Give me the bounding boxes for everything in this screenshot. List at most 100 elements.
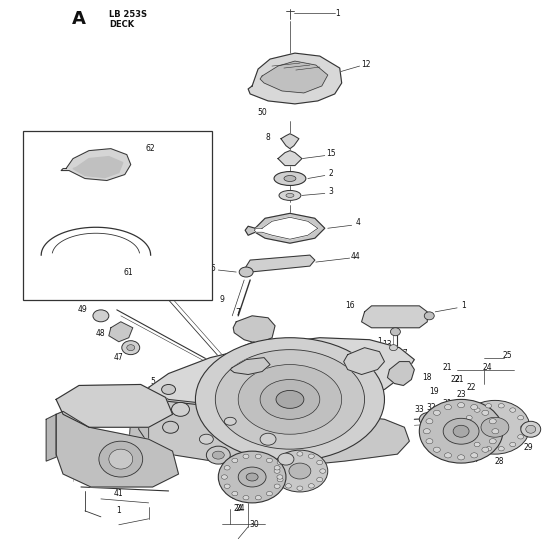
Ellipse shape [486, 404, 492, 408]
Ellipse shape [224, 417, 236, 425]
Text: 1: 1 [252, 420, 256, 429]
Text: 24: 24 [234, 505, 243, 514]
Ellipse shape [466, 435, 472, 439]
Ellipse shape [272, 450, 328, 492]
Ellipse shape [286, 454, 291, 459]
Ellipse shape [162, 385, 175, 394]
Text: 4: 4 [355, 218, 360, 227]
Text: 48: 48 [96, 329, 106, 338]
Text: 22: 22 [450, 375, 460, 384]
Ellipse shape [466, 416, 472, 420]
Text: 62: 62 [146, 144, 156, 153]
Text: 19: 19 [430, 387, 439, 396]
Ellipse shape [255, 496, 262, 500]
Polygon shape [56, 385, 172, 427]
Ellipse shape [289, 463, 311, 479]
Ellipse shape [207, 446, 230, 464]
Ellipse shape [267, 458, 272, 463]
Ellipse shape [443, 418, 479, 444]
Text: 19: 19 [273, 427, 283, 436]
Polygon shape [56, 412, 179, 487]
Ellipse shape [274, 465, 280, 470]
Text: 1: 1 [335, 9, 340, 18]
Text: 44: 44 [351, 251, 361, 260]
Ellipse shape [297, 452, 303, 456]
Ellipse shape [426, 438, 433, 444]
Ellipse shape [426, 419, 433, 424]
Ellipse shape [419, 399, 503, 463]
Ellipse shape [521, 421, 541, 437]
Ellipse shape [246, 473, 258, 481]
Ellipse shape [492, 428, 499, 434]
Ellipse shape [232, 492, 238, 496]
Ellipse shape [517, 416, 524, 420]
Polygon shape [109, 322, 133, 342]
Text: 5: 5 [210, 264, 215, 273]
Ellipse shape [482, 410, 489, 416]
Text: 21: 21 [262, 459, 271, 468]
Text: 9: 9 [220, 296, 225, 305]
Polygon shape [245, 213, 325, 243]
Text: 39: 39 [297, 360, 307, 369]
Ellipse shape [433, 410, 440, 416]
Polygon shape [260, 61, 328, 93]
Ellipse shape [277, 478, 283, 482]
Polygon shape [362, 306, 427, 328]
Ellipse shape [268, 342, 284, 353]
Ellipse shape [277, 460, 283, 465]
Ellipse shape [458, 455, 465, 460]
Text: 30: 30 [249, 520, 259, 529]
Ellipse shape [481, 417, 509, 437]
Ellipse shape [510, 408, 516, 412]
Text: 24: 24 [482, 363, 492, 372]
Polygon shape [234, 366, 278, 391]
Ellipse shape [433, 447, 440, 452]
Ellipse shape [99, 441, 143, 477]
Ellipse shape [274, 171, 306, 185]
Polygon shape [46, 414, 56, 461]
Ellipse shape [239, 267, 253, 277]
Ellipse shape [433, 412, 449, 423]
Polygon shape [281, 134, 299, 148]
Text: 31: 31 [442, 399, 452, 408]
Polygon shape [129, 388, 148, 477]
Ellipse shape [277, 475, 283, 479]
Ellipse shape [445, 453, 451, 458]
Ellipse shape [474, 442, 480, 447]
Ellipse shape [238, 365, 342, 434]
Ellipse shape [122, 340, 139, 354]
Ellipse shape [471, 453, 478, 458]
Text: 9: 9 [150, 419, 155, 428]
Ellipse shape [471, 404, 478, 410]
Ellipse shape [498, 404, 504, 408]
Ellipse shape [453, 425, 469, 437]
Ellipse shape [224, 484, 230, 488]
Ellipse shape [224, 465, 230, 470]
Text: 61: 61 [124, 268, 134, 277]
Text: 1: 1 [377, 337, 382, 346]
Text: 42: 42 [357, 403, 366, 412]
Text: 21: 21 [454, 375, 464, 384]
Ellipse shape [458, 403, 465, 408]
Polygon shape [61, 148, 130, 180]
Ellipse shape [463, 425, 469, 430]
Text: 8: 8 [265, 133, 270, 142]
Text: 47: 47 [114, 353, 124, 362]
Polygon shape [233, 316, 275, 344]
Polygon shape [254, 217, 318, 239]
Polygon shape [230, 358, 270, 375]
Ellipse shape [260, 380, 320, 419]
Polygon shape [139, 389, 409, 467]
Text: 50: 50 [257, 108, 267, 118]
Text: 1: 1 [461, 301, 465, 310]
Ellipse shape [517, 435, 524, 439]
Text: 15: 15 [326, 149, 335, 158]
Ellipse shape [216, 349, 365, 449]
Ellipse shape [195, 338, 385, 461]
Ellipse shape [482, 447, 489, 452]
Ellipse shape [274, 469, 280, 473]
Text: 29: 29 [524, 442, 534, 452]
Polygon shape [248, 53, 342, 104]
Ellipse shape [284, 175, 296, 181]
Ellipse shape [279, 190, 301, 200]
